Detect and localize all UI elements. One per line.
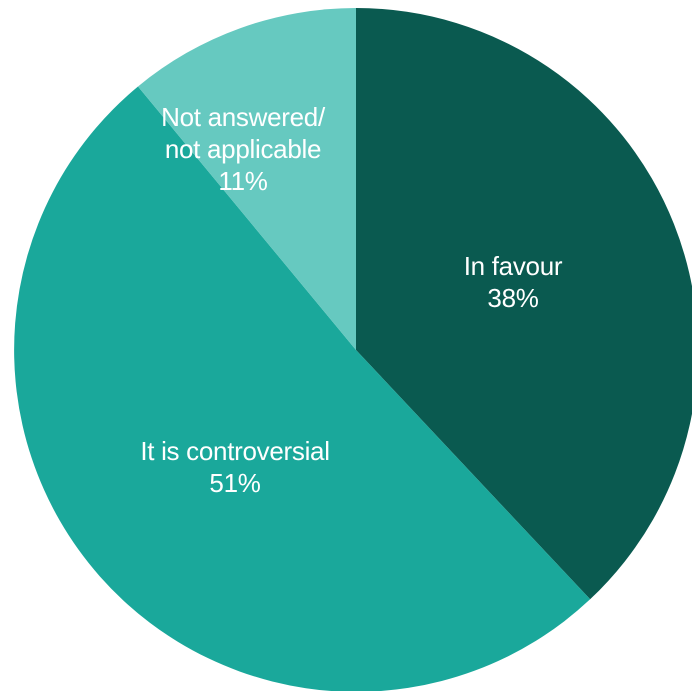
pie-slice-label-0: In favour 38% <box>464 251 563 313</box>
slice-name-label: Not answered/ <box>161 102 326 132</box>
pie-slice-1 <box>14 86 591 691</box>
slice-value-label: 11% <box>218 166 267 196</box>
pie-slice-label-1: It is controversial 51% <box>140 436 329 498</box>
pie-slice-2 <box>138 7 356 350</box>
slice-name-label: It is controversial <box>140 436 329 466</box>
slice-value-label: 38% <box>487 283 538 313</box>
pie-labels: In favour 38% It is controversial 51% Not an… <box>140 102 563 498</box>
slice-value-label: 51% <box>209 468 260 498</box>
pie-slices <box>14 7 692 691</box>
slice-name-label: not applicable <box>165 134 321 164</box>
pie-slice-0 <box>356 8 692 600</box>
slice-name-label: In favour <box>464 251 563 281</box>
pie-slice-label-2: Not answered/not applicable 11% <box>161 102 326 196</box>
